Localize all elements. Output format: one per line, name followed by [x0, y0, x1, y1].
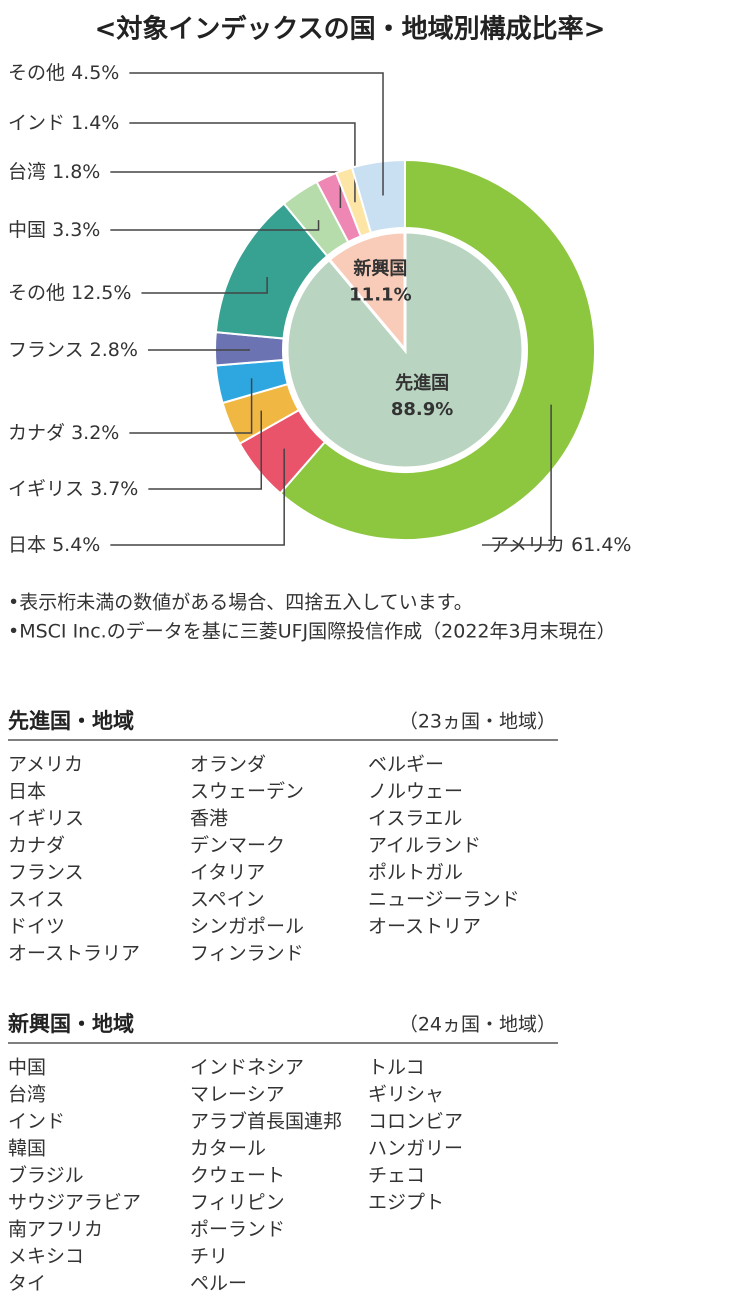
country: 日本 — [8, 781, 46, 803]
label-value: 1.4% — [71, 112, 119, 134]
label-value: 5.4% — [52, 534, 100, 556]
segment-label: 中国 3.3% — [8, 219, 100, 241]
label-value: 3.2% — [71, 422, 119, 444]
country: オランダ — [190, 754, 266, 776]
leader-line — [141, 277, 268, 294]
country: 韓国 — [8, 1138, 46, 1160]
section-title: 新興国・地域 — [8, 1012, 134, 1036]
leader-line — [129, 72, 384, 196]
country: フィリピン — [190, 1192, 285, 1214]
country: 台湾 — [8, 1084, 46, 1106]
country: アイルランド — [368, 835, 481, 857]
label-name: カナダ — [8, 422, 65, 444]
label-name: 日本 — [8, 534, 46, 556]
label-name: その他 — [8, 282, 65, 304]
segment-label: 日本 5.4% — [8, 534, 100, 556]
label-name: インド — [8, 112, 65, 134]
leader-line — [482, 404, 552, 546]
label-value: 61.4% — [571, 534, 631, 556]
country: インド — [8, 1111, 65, 1133]
label-name: その他 — [8, 62, 65, 84]
slice-label: 新興国 — [353, 257, 407, 279]
country: ベルギー — [368, 754, 444, 776]
label-name: 中国 — [8, 219, 46, 241]
country: フィンランド — [190, 943, 304, 965]
country: ポルトガル — [368, 862, 463, 884]
chart-title: <対象インデックスの国・地域別構成比率> — [95, 14, 606, 45]
country: ポーランド — [190, 1219, 285, 1241]
segment-label: イギリス 3.7% — [8, 478, 138, 500]
country: スウェーデン — [190, 781, 304, 803]
country: カタール — [190, 1138, 266, 1160]
country: チリ — [190, 1246, 228, 1268]
slice-value: 11.1% — [349, 284, 411, 305]
leader-line — [148, 410, 263, 490]
leader-line — [110, 448, 285, 546]
section-title: 先進国・地域 — [8, 709, 134, 733]
country: ニュージーランド — [368, 889, 520, 911]
country: スイス — [8, 889, 64, 911]
label-value: 3.3% — [52, 219, 100, 241]
leader-line — [110, 220, 320, 231]
country: メキシコ — [8, 1246, 84, 1268]
country: エジプト — [368, 1192, 444, 1214]
country: シンガポール — [190, 916, 304, 938]
segment-label: その他 4.5% — [8, 62, 119, 84]
label-value: 12.5% — [71, 282, 131, 304]
country: ペルー — [190, 1273, 247, 1295]
leader-line — [129, 378, 253, 434]
country: サウジアラビア — [8, 1192, 141, 1214]
country: イタリア — [190, 862, 265, 884]
segment-label: その他 12.5% — [8, 282, 131, 304]
country: 香港 — [190, 808, 228, 830]
segment-label: カナダ 3.2% — [8, 422, 119, 444]
country: ドイツ — [8, 916, 65, 938]
label-value: 3.7% — [90, 478, 138, 500]
country: イギリス — [8, 808, 84, 830]
country: オーストリア — [368, 916, 481, 938]
slice-label: 先進国 — [395, 372, 449, 394]
country: クウェート — [190, 1165, 285, 1187]
country: タイ — [8, 1273, 46, 1295]
country: カナダ — [8, 835, 65, 857]
country: ノルウェー — [368, 781, 463, 803]
country: ギリシャ — [368, 1084, 444, 1106]
country: アラブ首長国連邦 — [190, 1110, 342, 1133]
ring-segment — [350, 158, 406, 235]
country: マレーシア — [190, 1084, 285, 1106]
slice-value: 88.9% — [391, 399, 453, 420]
country: ハンガリー — [368, 1138, 463, 1160]
note: •MSCI Inc.のデータを基に三菱UFJ国際投信作成（2022年3月末現在） — [8, 621, 616, 643]
segment-label: フランス 2.8% — [8, 339, 138, 361]
segment-label: インド 1.4% — [8, 112, 119, 134]
ring-segment — [278, 158, 596, 541]
leader-line — [147, 349, 250, 351]
country: インドネシア — [190, 1057, 304, 1079]
label-name: フランス — [8, 339, 84, 361]
country: 中国 — [8, 1057, 46, 1079]
country: 南アフリカ — [8, 1219, 103, 1241]
country: スペイン — [190, 889, 265, 911]
label-value: 4.5% — [71, 62, 119, 84]
country: アメリカ — [8, 754, 83, 776]
section-count: （23ヵ国・地域） — [399, 711, 556, 733]
country: イスラエル — [368, 808, 462, 830]
label-value: 1.8% — [52, 161, 100, 183]
label-name: イギリス — [8, 478, 84, 500]
country: デンマーク — [190, 835, 285, 857]
segment-label: 台湾 1.8% — [8, 161, 100, 183]
country: トルコ — [368, 1057, 425, 1079]
section-count: （24ヵ国・地域） — [399, 1014, 556, 1036]
note: •表示桁未満の数値がある場合、四捨五入しています。 — [8, 592, 473, 614]
label-name: 台湾 — [8, 161, 46, 183]
country: コロンビア — [368, 1111, 463, 1133]
country: ブラジル — [8, 1164, 84, 1187]
country: チェコ — [368, 1165, 425, 1187]
pie-slice — [327, 230, 407, 355]
label-value: 2.8% — [90, 339, 138, 361]
country: フランス — [8, 862, 84, 884]
country: オーストラリア — [8, 943, 140, 965]
